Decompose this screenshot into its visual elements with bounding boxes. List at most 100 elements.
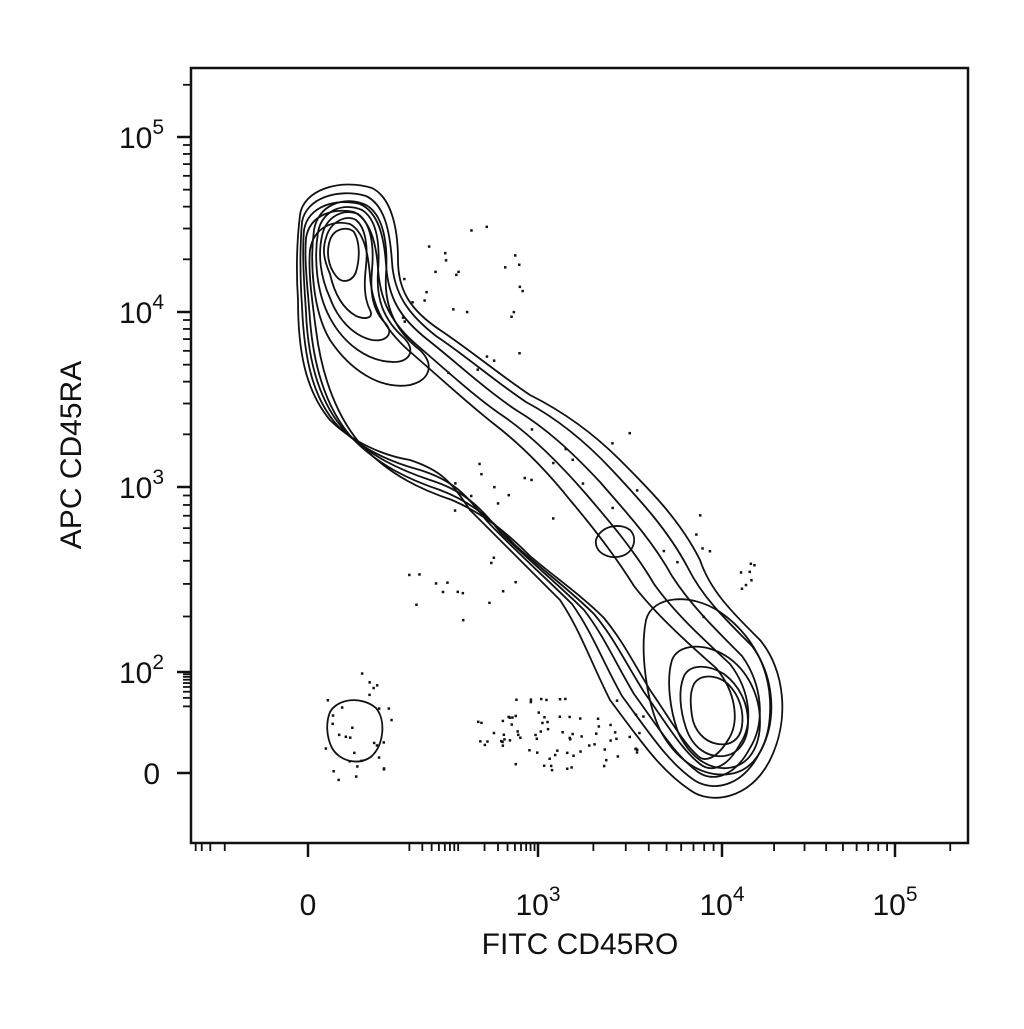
event-dot — [511, 716, 514, 719]
event-dot — [708, 550, 712, 553]
event-dot — [480, 721, 483, 725]
event-dot — [521, 289, 524, 293]
event-dot — [634, 713, 638, 716]
event-dot — [348, 760, 351, 763]
event-dot — [518, 263, 521, 266]
event-dot — [593, 743, 596, 746]
event-dot — [517, 733, 520, 737]
contour-memory-2 — [668, 645, 761, 769]
event-dot — [355, 775, 358, 778]
event-dot — [603, 748, 606, 751]
event-dot — [744, 583, 748, 587]
event-dot — [349, 736, 352, 739]
event-dot — [546, 720, 549, 724]
event-dot — [332, 770, 335, 773]
event-dot — [529, 700, 533, 704]
event-dot — [401, 316, 405, 319]
event-dot — [375, 684, 379, 687]
event-dot — [485, 355, 489, 358]
event-dot — [616, 755, 620, 758]
event-dot — [552, 461, 555, 465]
contour-naive-core — [327, 227, 360, 282]
event-dot — [528, 749, 531, 752]
contour-dn — [326, 699, 384, 763]
event-dot — [581, 482, 585, 485]
event-dot — [635, 751, 639, 754]
event-dot — [423, 299, 426, 302]
event-dot — [446, 581, 449, 584]
event-dot — [444, 259, 448, 262]
event-dot — [501, 744, 505, 747]
event-dot — [340, 706, 344, 709]
event-dot — [530, 478, 533, 482]
event-dot — [478, 462, 481, 466]
event-dot — [377, 756, 381, 759]
event-dot — [427, 245, 431, 248]
contour-mid-2 — [304, 210, 750, 769]
event-dot — [602, 764, 606, 768]
event-dot — [570, 766, 573, 769]
event-dot — [351, 726, 354, 729]
contour-naive-4 — [323, 217, 372, 319]
event-dot — [609, 739, 612, 742]
event-dot — [326, 699, 330, 702]
event-dot — [537, 711, 540, 714]
event-dot — [476, 368, 479, 371]
event-dot — [539, 730, 542, 733]
event-dot — [571, 458, 574, 462]
event-dot — [519, 736, 522, 739]
event-dot — [543, 716, 546, 719]
plot-frame — [189, 66, 970, 845]
event-dot — [337, 778, 340, 782]
event-dot — [540, 697, 543, 701]
event-dot — [360, 759, 363, 763]
event-dot — [518, 285, 522, 289]
x-tick-label: 103 — [515, 883, 560, 922]
event-dot — [353, 751, 356, 755]
event-dot — [549, 764, 553, 768]
event-dot — [441, 590, 445, 594]
event-dot — [508, 716, 512, 719]
event-dot — [382, 741, 385, 744]
event-dot — [566, 767, 569, 770]
event-dot — [490, 561, 493, 565]
event-dot — [596, 717, 600, 720]
event-dot — [523, 476, 526, 480]
event-dot — [566, 751, 569, 755]
event-dot — [486, 740, 489, 743]
event-dot — [514, 762, 517, 766]
y-axis-title: APC CD45RA — [55, 360, 88, 550]
event-dot — [368, 681, 371, 684]
event-dot — [568, 715, 571, 719]
event-dot — [749, 562, 753, 565]
labels-layer: 0 103 104 105 0 102 103 104 105 — [119, 116, 918, 922]
event-dot — [514, 714, 517, 718]
event-dot — [456, 590, 459, 594]
event-dot — [635, 489, 639, 492]
event-dot — [488, 601, 491, 605]
event-dot — [628, 431, 631, 435]
contour-memory-core — [689, 675, 744, 746]
event-dot — [739, 571, 743, 574]
event-dot — [485, 225, 488, 229]
event-dot — [390, 718, 393, 722]
event-dot — [510, 723, 513, 726]
event-dot — [455, 273, 458, 277]
event-dot — [477, 720, 480, 724]
event-dot — [580, 735, 583, 738]
event-dot — [360, 672, 364, 675]
contour-island — [595, 525, 636, 558]
event-dot — [535, 737, 539, 740]
event-dot — [337, 733, 341, 737]
event-dot — [331, 722, 334, 726]
x-tick-label: 0 — [300, 889, 317, 922]
event-dot — [331, 714, 335, 717]
x-tick-label: 104 — [699, 883, 744, 922]
event-dot — [518, 352, 521, 355]
event-dot — [516, 730, 519, 733]
event-dot — [628, 735, 631, 739]
event-dot — [588, 744, 591, 747]
event-dot — [558, 698, 562, 701]
event-dot — [418, 573, 421, 576]
